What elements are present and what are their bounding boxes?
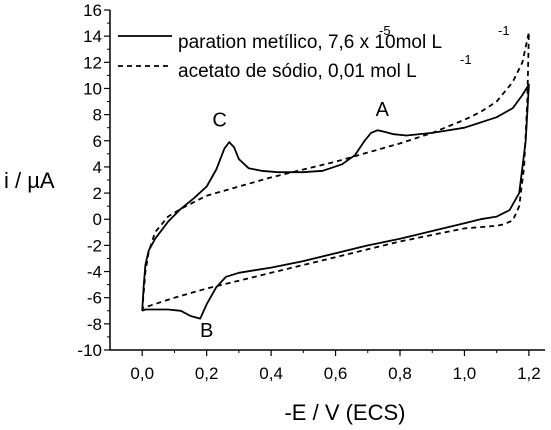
legend-solid-label: paration metílico, 7,6 x 10mol L <box>178 32 442 53</box>
y-tick-label: -4 <box>87 263 102 282</box>
x-tick-label: 1,0 <box>453 364 477 383</box>
x-tick-label: 0,4 <box>259 364 283 383</box>
y-tick-label: 2 <box>93 184 102 203</box>
legend: paration metílico, 7,6 x 10mol L -5 -1 a… <box>118 23 510 82</box>
y-tick-label: 12 <box>83 53 102 72</box>
x-tick-label: 0,0 <box>130 364 154 383</box>
y-tick-label: 4 <box>93 158 102 177</box>
peak-label-a: A <box>376 99 390 121</box>
y-tick-label: 14 <box>83 27 102 46</box>
y-axis-label: i / µA <box>4 168 55 193</box>
legend-dashed-label: acetato de sódio, 0,01 mol L <box>178 61 417 82</box>
x-axis-label: -E / V (ECS) <box>284 400 405 425</box>
legend-solid-sup-exp1: -1 <box>498 23 510 38</box>
y-tick-label: 0 <box>93 210 102 229</box>
y-tick-label: -6 <box>87 289 102 308</box>
y-tick-label: -10 <box>77 341 102 360</box>
x-axis-ticks: 0,0 0,2 0,4 0,6 0,8 1,0 1,2 <box>130 350 541 383</box>
x-tick-label: 0,8 <box>388 364 412 383</box>
series-acetato-dashed-line <box>141 31 530 311</box>
y-tick-label: 16 <box>83 1 102 20</box>
x-tick-label: 0,2 <box>195 364 219 383</box>
y-tick-label: 10 <box>83 79 102 98</box>
peak-label-c: C <box>212 109 226 131</box>
peak-label-b: B <box>200 320 213 342</box>
y-tick-label: 8 <box>93 106 102 125</box>
series-layer <box>141 31 530 320</box>
y-tick-label: -8 <box>87 315 102 334</box>
legend-solid-sup-exp5: -5 <box>379 23 391 38</box>
y-tick-label: -2 <box>87 236 102 255</box>
legend-dashed-sup-exp1: -1 <box>460 52 472 67</box>
y-tick-label: 6 <box>93 132 102 151</box>
annotation-layer: A B C <box>200 99 390 342</box>
series-paration-solid-line <box>141 83 530 320</box>
y-axis-ticks: -10 -8 -6 -4 -2 0 2 4 6 8 10 12 14 16 <box>77 1 110 360</box>
x-tick-label: 0,6 <box>324 364 348 383</box>
x-tick-label: 1,2 <box>517 364 541 383</box>
